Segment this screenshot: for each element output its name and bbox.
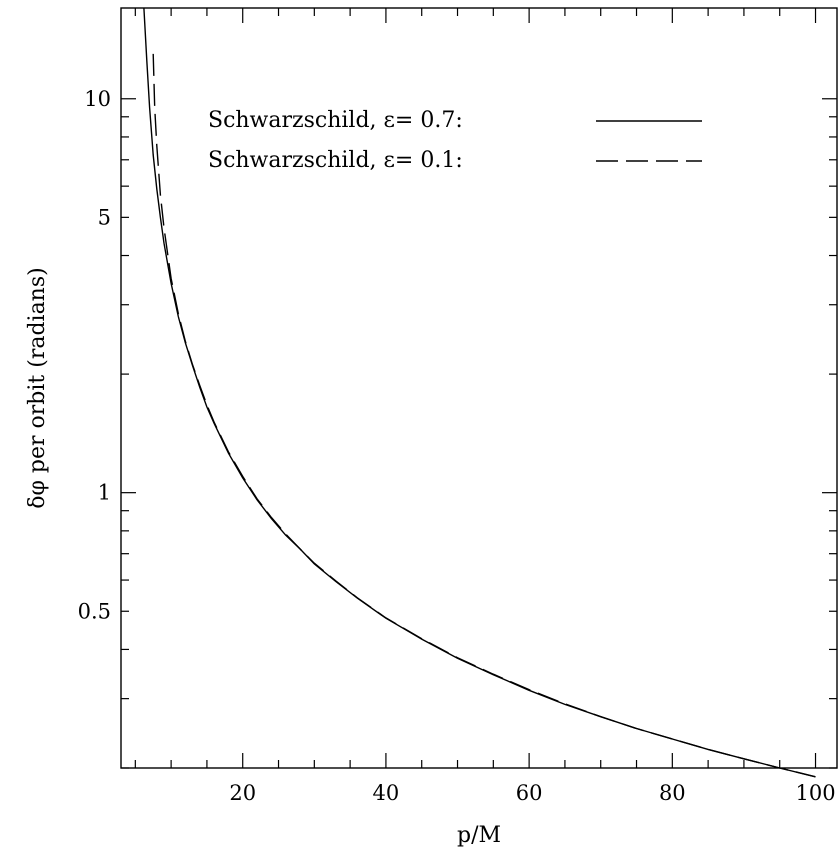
y-tick-label: 0.5	[78, 599, 111, 623]
y-tick-label: 10	[84, 87, 111, 111]
tick-labels: 20 40 60 80 100 0.5 1 5 10	[78, 87, 836, 805]
y-tick-label: 5	[98, 205, 111, 229]
series-lines	[143, 7, 816, 778]
x-axis-label: p/M	[457, 823, 501, 848]
x-tick-label: 20	[229, 781, 256, 805]
legend-label: Schwarzschild, ε= 0.7:	[208, 108, 463, 133]
x-tick-label: 80	[659, 781, 686, 805]
legend: Schwarzschild, ε= 0.7: Schwarzschild, ε= …	[208, 108, 702, 173]
plot-frame	[120, 7, 838, 769]
x-tick-label: 60	[516, 781, 543, 805]
series-line-epsilon-0.1	[152, 53, 816, 778]
legend-label: Schwarzschild, ε= 0.1:	[208, 148, 463, 173]
x-tick-label: 100	[795, 781, 835, 805]
y-axis-label: δφ per orbit (radians)	[25, 267, 50, 508]
ticks	[121, 8, 837, 769]
y-tick-label: 1	[98, 481, 111, 505]
x-tick-label: 40	[373, 781, 400, 805]
